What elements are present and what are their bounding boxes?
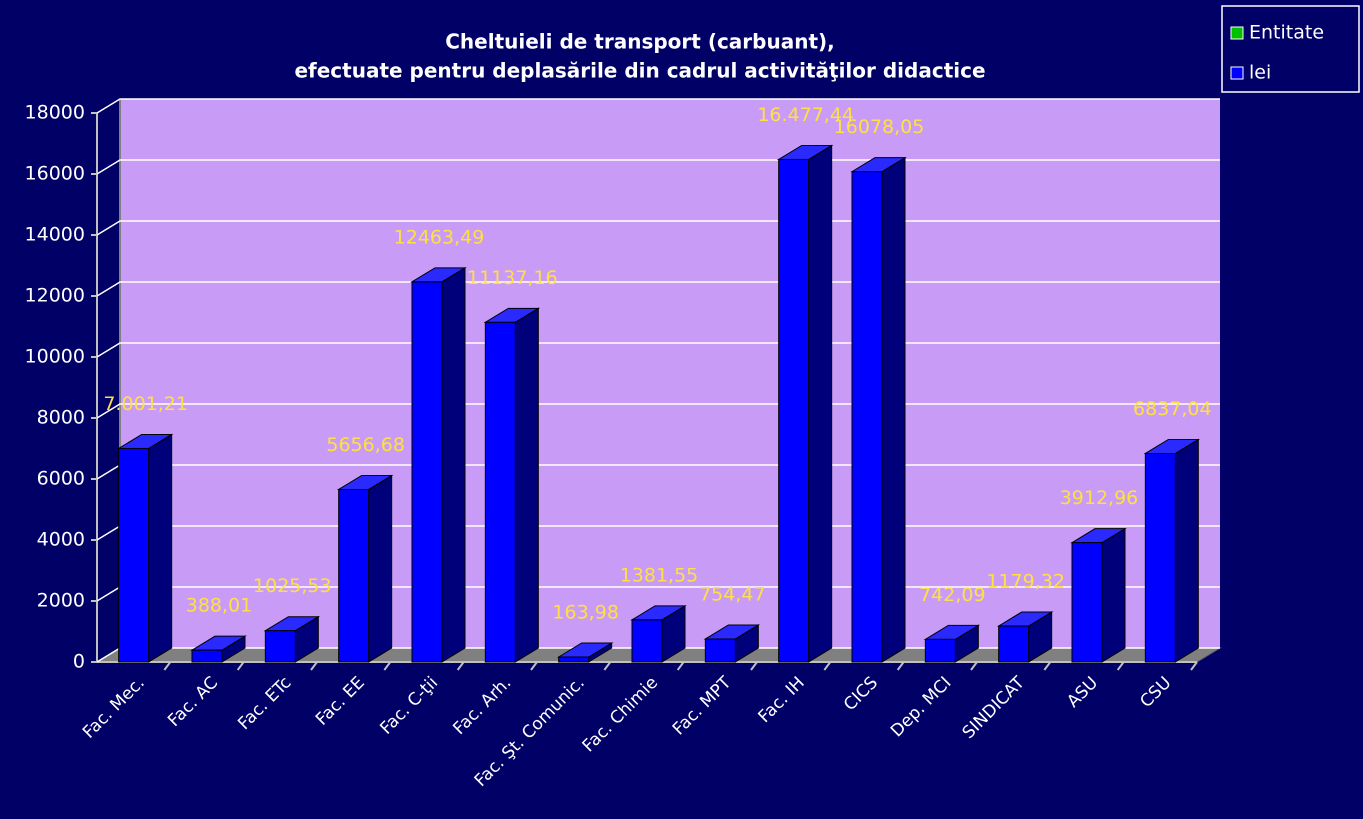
legend-label: lei xyxy=(1249,62,1271,84)
bar xyxy=(1143,438,1201,663)
bar-front xyxy=(924,638,956,663)
x-tick xyxy=(456,661,465,671)
chart-title: efectuate pentru deplasările din cadrul … xyxy=(294,59,985,83)
value-label: 16078,05 xyxy=(834,116,925,138)
value-label: 7.001,21 xyxy=(103,393,188,415)
bar xyxy=(116,433,174,663)
x-tick xyxy=(970,661,978,671)
value-label: 11137,16 xyxy=(467,267,558,289)
y-tick-label: 4000 xyxy=(37,529,85,551)
value-label: 163,98 xyxy=(552,601,618,623)
bar xyxy=(996,611,1054,663)
x-tick xyxy=(1190,661,1198,671)
bar-front xyxy=(338,488,370,663)
back-wall xyxy=(120,99,1220,648)
value-label: 5656,68 xyxy=(326,434,405,456)
grid-line xyxy=(96,159,1220,175)
legend-swatch xyxy=(1230,66,1244,80)
bar-front xyxy=(1071,542,1103,663)
y-tick-label: 14000 xyxy=(25,224,85,246)
legend-label: Entitate xyxy=(1249,22,1324,44)
value-label: 16.477,44 xyxy=(757,104,854,126)
bar-front xyxy=(631,619,663,663)
bar xyxy=(483,307,541,663)
x-tick xyxy=(383,661,392,671)
y-tick-label: 10000 xyxy=(25,346,85,368)
bar-side xyxy=(514,307,539,663)
bar-front xyxy=(484,321,516,663)
legend-swatch xyxy=(1230,26,1244,40)
bar xyxy=(336,474,394,663)
bar xyxy=(263,615,321,663)
x-tick xyxy=(823,661,832,671)
value-label: 742,09 xyxy=(919,584,985,606)
bar xyxy=(850,156,907,663)
y-tick-label: 0 xyxy=(73,651,85,673)
x-tick xyxy=(1043,661,1052,671)
bar-front xyxy=(851,171,883,663)
y-tick-label: 16000 xyxy=(25,163,85,185)
value-label: 1381,55 xyxy=(620,564,699,586)
y-tick-label: 18000 xyxy=(25,102,85,124)
bar-front xyxy=(191,649,223,663)
value-label: 1025,53 xyxy=(253,575,332,597)
bar-front xyxy=(264,630,296,663)
bar xyxy=(776,144,834,663)
bar-front xyxy=(778,158,810,663)
bar-front xyxy=(558,656,590,663)
grid-line xyxy=(96,98,1220,114)
x-tick xyxy=(676,661,685,671)
bar-front xyxy=(411,281,443,663)
x-tick xyxy=(1116,661,1125,671)
bar-front xyxy=(704,638,736,663)
y-tick-label: 12000 xyxy=(25,285,85,307)
y-tick-label: 2000 xyxy=(37,590,85,612)
value-label: 3912,96 xyxy=(1060,487,1139,509)
x-tick xyxy=(603,661,612,671)
bar-side xyxy=(1174,438,1199,663)
bar-side xyxy=(148,433,173,663)
x-tick xyxy=(236,661,245,671)
chart-title: Cheltuieli de transport (carbuant), xyxy=(445,30,835,54)
legend-box xyxy=(1221,5,1360,93)
bar-front xyxy=(998,625,1030,663)
x-tick xyxy=(163,661,172,671)
bar xyxy=(410,266,467,663)
x-tick xyxy=(310,661,318,671)
bar-side xyxy=(881,156,906,663)
y-tick-label: 6000 xyxy=(37,468,85,490)
value-label: 12463,49 xyxy=(394,226,485,248)
x-tick xyxy=(896,661,905,671)
y-tick-label: 8000 xyxy=(37,407,85,429)
bar-side xyxy=(1101,527,1126,663)
bar-front xyxy=(118,447,150,663)
bar xyxy=(190,635,247,663)
bar xyxy=(556,642,614,663)
value-label: 754,47 xyxy=(699,583,765,605)
x-tick xyxy=(750,661,758,671)
bar xyxy=(1070,527,1127,663)
bar-side xyxy=(441,266,466,663)
bar xyxy=(630,604,687,663)
bar-side xyxy=(808,144,833,663)
value-label: 388,01 xyxy=(186,595,252,617)
bar-side xyxy=(368,474,393,663)
x-tick xyxy=(530,661,538,671)
value-label: 1179,32 xyxy=(986,571,1065,593)
bar xyxy=(703,624,761,663)
value-label: 6837,04 xyxy=(1133,398,1212,420)
bar xyxy=(923,624,981,663)
bar-front xyxy=(1144,452,1176,663)
